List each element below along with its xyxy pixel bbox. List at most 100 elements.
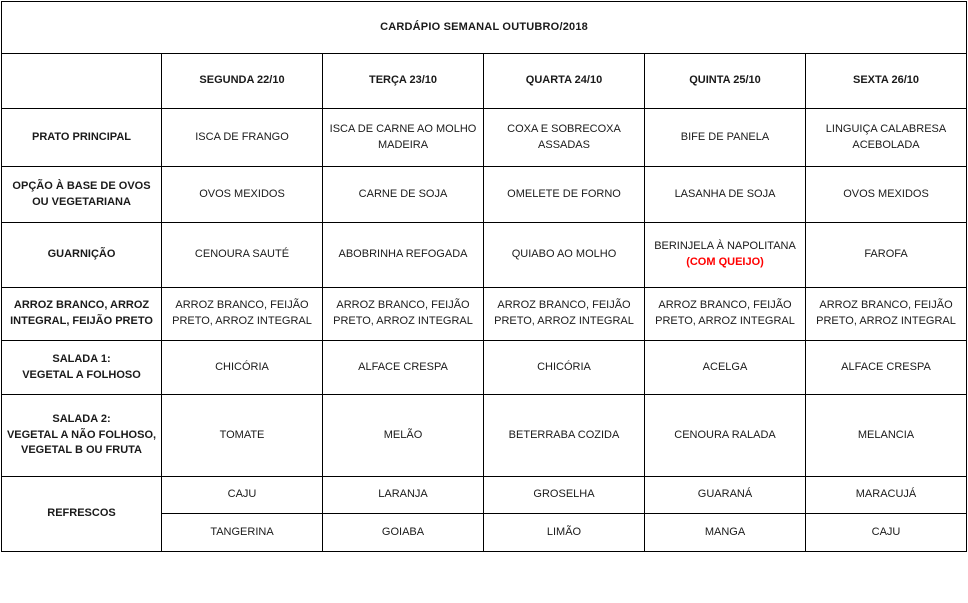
menu-cell-text: ARROZ BRANCO, FEIJÃO PRETO, ARROZ INTEGR…: [172, 299, 312, 327]
menu-title-text: CARDÁPIO SEMANAL OUTUBRO/2018: [380, 20, 588, 33]
menu-cell-text: BETERRABA COZIDA: [508, 428, 620, 441]
menu-cell: FAROFA: [804, 222, 968, 288]
menu-cell-text: CAJU: [871, 525, 901, 538]
menu-cell: TOMATE: [161, 394, 323, 477]
menu-cell-text: MELANCIA: [857, 428, 915, 441]
menu-cell-text: BERINJELA À NAPOLITANA: [654, 240, 796, 253]
menu-cell: ISCA DE FRANGO: [161, 108, 323, 167]
menu-cell: ARROZ BRANCO, FEIJÃO PRETO, ARROZ INTEGR…: [161, 287, 323, 341]
table-row: OPÇÃO À BASE DE OVOS OU VEGETARIANA OVOS…: [1, 166, 968, 223]
row-label-guarnicao: GUARNIÇÃO: [1, 222, 162, 288]
weekly-menu-table: CARDÁPIO SEMANAL OUTUBRO/2018 SEGUNDA 22…: [0, 1, 968, 552]
menu-cell-text: TOMATE: [219, 428, 265, 441]
row-label-salada-1: SALADA 1: VEGETAL A FOLHOSO: [1, 340, 162, 395]
menu-cell: ACELGA: [644, 340, 806, 395]
menu-cell-text: ACELGA: [702, 360, 748, 373]
menu-cell: CHICÓRIA: [483, 340, 645, 395]
menu-cell: MARACUJÁ: [804, 476, 968, 514]
row-label-text: ARROZ BRANCO, ARROZ INTEGRAL, FEIJÃO PRE…: [10, 299, 153, 327]
menu-cell-text: ARROZ BRANCO, FEIJÃO PRETO, ARROZ INTEGR…: [816, 299, 956, 327]
table-row: TANGERINA GOIABA LIMÃO MANGA CAJU: [2, 513, 968, 552]
menu-cell-text: FAROFA: [864, 248, 908, 261]
row-label-text: REFRESCOS: [47, 507, 116, 520]
menu-cell-text: MANGA: [704, 525, 746, 538]
menu-cell: LARANJA: [322, 476, 484, 514]
menu-cell: CENOURA RALADA: [644, 394, 806, 477]
day-header-label: SEGUNDA 22/10: [199, 74, 285, 87]
menu-cell-text: CENOURA RALADA: [674, 428, 776, 441]
menu-cell: BIFE DE PANELA: [644, 108, 806, 167]
day-header-friday: SEXTA 26/10: [804, 53, 968, 109]
menu-cell: CAJU: [161, 476, 323, 514]
menu-cell-text: OVOS MEXIDOS: [199, 187, 285, 200]
menu-cell-text: ISCA DE CARNE AO MOLHO MADEIRA: [329, 122, 477, 151]
menu-cell: ARROZ BRANCO, FEIJÃO PRETO, ARROZ INTEGR…: [483, 287, 645, 341]
menu-cell: GOIABA: [322, 513, 484, 552]
menu-cell-text: ABOBRINHA REFOGADA: [338, 248, 468, 261]
menu-cell-text: QUIABO AO MOLHO: [511, 248, 617, 261]
day-header-label: TERÇA 23/10: [368, 74, 438, 87]
menu-cell-text: CARNE DE SOJA: [358, 187, 448, 200]
row-label-text: SALADA 1: VEGETAL A FOLHOSO: [22, 352, 141, 381]
row-label-text: OPÇÃO À BASE DE OVOS OU VEGETARIANA: [12, 179, 151, 208]
menu-cell: ALFACE CRESPA: [804, 340, 968, 395]
menu-cell: MELÃO: [322, 394, 484, 477]
menu-cell-text: LASANHA DE SOJA: [674, 187, 776, 200]
menu-cell-text: CAJU: [227, 488, 257, 501]
menu-cell-text: ARROZ BRANCO, FEIJÃO PRETO, ARROZ INTEGR…: [655, 299, 795, 327]
menu-cell: ALFACE CRESPA: [322, 340, 484, 395]
menu-cell-text: CHICÓRIA: [537, 360, 591, 373]
menu-cell-text: OVOS MEXIDOS: [843, 187, 929, 200]
menu-cell-text: ALFACE CRESPA: [358, 360, 448, 373]
menu-cell: TANGERINA: [161, 513, 323, 552]
row-label-refrescos: REFRESCOS: [1, 476, 162, 552]
menu-cell-text: ALFACE CRESPA: [841, 360, 931, 373]
day-header-label: QUINTA 25/10: [689, 74, 761, 87]
row-label-salada-2: SALADA 2: VEGETAL A NÃO FOLHOSO, VEGETAL…: [1, 394, 162, 477]
menu-title: CARDÁPIO SEMANAL OUTUBRO/2018: [0, 1, 968, 54]
row-label-text: SALADA 2: VEGETAL A NÃO FOLHOSO, VEGETAL…: [6, 412, 157, 457]
menu-cell: OVOS MEXIDOS: [804, 166, 968, 223]
menu-cell: OVOS MEXIDOS: [161, 166, 323, 223]
menu-cell-text: CENOURA SAUTÉ: [194, 248, 290, 261]
menu-cell-text: MELÃO: [383, 428, 423, 441]
menu-cell-text: BIFE DE PANELA: [680, 130, 770, 143]
menu-cell-text: LARANJA: [378, 488, 428, 501]
menu-cell-text: COXA E SOBRECOXA ASSADAS: [507, 122, 621, 151]
menu-cell: ARROZ BRANCO, FEIJÃO PRETO, ARROZ INTEGR…: [322, 287, 484, 341]
table-row: GUARNIÇÃO CENOURA SAUTÉ ABOBRINHA REFOGA…: [1, 222, 968, 288]
menu-cell: MANGA: [644, 513, 806, 552]
menu-cell-text: ARROZ BRANCO, FEIJÃO PRETO, ARROZ INTEGR…: [333, 299, 473, 327]
menu-cell-with-note: BERINJELA À NAPOLITANA (COM QUEIJO): [644, 222, 806, 288]
menu-cell-text: TANGERINA: [210, 525, 274, 538]
menu-cell: ISCA DE CARNE AO MOLHO MADEIRA: [322, 108, 484, 167]
day-header-label: QUARTA 24/10: [525, 74, 603, 87]
menu-cell: COXA E SOBRECOXA ASSADAS: [483, 108, 645, 167]
menu-cell: LINGUIÇA CALABRESA ACEBOLADA: [804, 108, 968, 167]
menu-cell-text: MARACUJÁ: [855, 488, 917, 501]
menu-cell: MELANCIA: [804, 394, 968, 477]
menu-cell: CHICÓRIA: [161, 340, 323, 395]
menu-cell-text: LINGUIÇA CALABRESA ACEBOLADA: [825, 122, 947, 151]
menu-cell: QUIABO AO MOLHO: [483, 222, 645, 288]
menu-cell-text: GUARANÁ: [697, 488, 753, 501]
row-label-text: PRATO PRINCIPAL: [31, 130, 131, 143]
day-header-label: SEXTA 26/10: [852, 74, 920, 87]
table-row: ARROZ BRANCO, ARROZ INTEGRAL, FEIJÃO PRE…: [1, 287, 968, 341]
menu-cell: LASANHA DE SOJA: [644, 166, 806, 223]
menu-cell: GUARANÁ: [644, 476, 806, 514]
menu-cell: CENOURA SAUTÉ: [161, 222, 323, 288]
menu-cell: LIMÃO: [483, 513, 645, 552]
row-label-prato-principal: PRATO PRINCIPAL: [1, 108, 162, 167]
menu-cell: ARROZ BRANCO, FEIJÃO PRETO, ARROZ INTEGR…: [644, 287, 806, 341]
menu-cell-text: ISCA DE FRANGO: [195, 130, 289, 143]
menu-cell: OMELETE DE FORNO: [483, 166, 645, 223]
day-header-monday: SEGUNDA 22/10: [161, 53, 323, 109]
menu-cell-text: GOIABA: [381, 525, 425, 538]
table-row: SALADA 1: VEGETAL A FOLHOSO CHICÓRIA ALF…: [1, 340, 968, 395]
table-row: REFRESCOS CAJU LARANJA GROSELHA GUARANÁ …: [1, 476, 968, 552]
day-header-tuesday: TERÇA 23/10: [322, 53, 484, 109]
menu-cell-text: OMELETE DE FORNO: [507, 187, 621, 200]
table-row: SALADA 2: VEGETAL A NÃO FOLHOSO, VEGETAL…: [1, 394, 968, 477]
menu-cell: BETERRABA COZIDA: [483, 394, 645, 477]
